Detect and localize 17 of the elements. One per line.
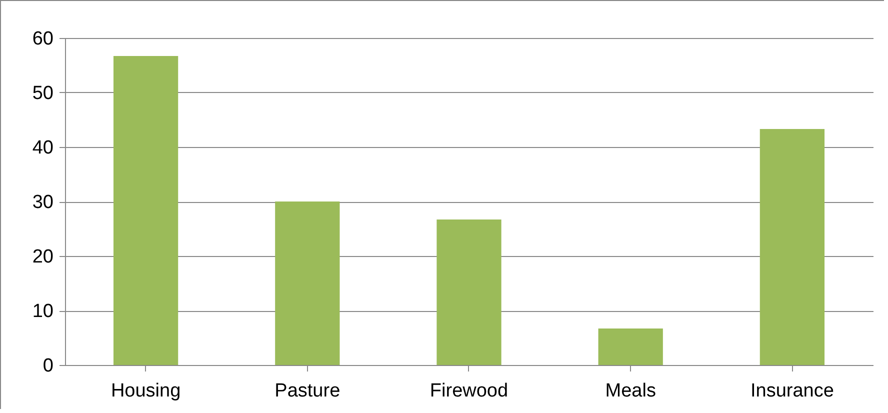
- y-tick-label: 50: [32, 83, 54, 104]
- bar: [760, 129, 825, 365]
- x-tick-label: Insurance: [750, 380, 834, 402]
- y-tick-label: 40: [32, 138, 54, 158]
- bar: [275, 202, 340, 365]
- bar: [598, 328, 663, 365]
- y-tick-label: 0: [42, 356, 54, 376]
- y-tick-label: 60: [32, 28, 54, 50]
- x-tick-label: Pasture: [274, 380, 340, 402]
- bar: [436, 219, 502, 365]
- x-tick-label: Housing: [110, 380, 181, 402]
- bar: [113, 56, 178, 365]
- x-tick-label: Firewood: [430, 380, 508, 402]
- y-tick-label: 10: [32, 301, 54, 322]
- y-tick-label: 20: [32, 246, 54, 268]
- x-tick-label: Meals: [605, 380, 656, 402]
- y-tick-label: 30: [32, 192, 54, 213]
